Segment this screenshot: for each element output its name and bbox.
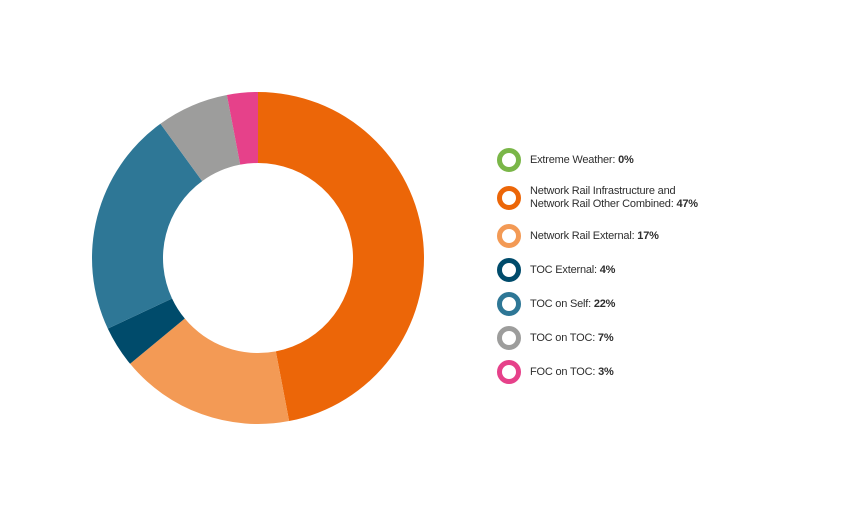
legend-item-network-rail-infrastructure: Network Rail Infrastructure and Network R… (497, 177, 817, 219)
donut-slice-toc-on-self (92, 123, 203, 329)
legend-item-network-rail-external: Network Rail External: 17% (497, 219, 817, 253)
legend-swatch-toc-on-self (497, 292, 521, 316)
donut-slice-toc-external (107, 298, 185, 364)
legend-item-toc-external: TOC External: 4% (497, 253, 817, 287)
legend-swatch-extreme-weather (497, 148, 521, 172)
legend-swatch-toc-on-toc (497, 326, 521, 350)
donut-slice-foc-on-toc (226, 92, 258, 165)
legend-swatch-network-rail-external (497, 224, 521, 248)
legend-label: TOC on Self: 22% (530, 297, 616, 310)
chart-legend: Extreme Weather: 0% Network Rail Infrast… (497, 143, 817, 389)
donut-slice-toc-on-toc (160, 94, 241, 182)
legend-label: Network Rail External: 17% (530, 229, 659, 242)
legend-swatch-foc-on-toc (497, 360, 521, 384)
legend-swatch-network-rail-infrastructure (497, 186, 521, 210)
legend-item-extreme-weather: Extreme Weather: 0% (497, 143, 817, 177)
legend-label: TOC on TOC: 7% (530, 331, 614, 344)
legend-item-foc-on-toc: FOC on TOC: 3% (497, 355, 817, 389)
donut-slice-network-rail-external (130, 318, 290, 424)
donut-slice-network-rail-infrastructure-and-network-rail-other-combined (258, 92, 424, 422)
legend-label: Network Rail Infrastructure and Network R… (530, 185, 698, 210)
legend-label: TOC External: 4% (530, 263, 616, 276)
legend-item-toc-on-toc: TOC on TOC: 7% (497, 321, 817, 355)
legend-label: FOC on TOC: 3% (530, 365, 614, 378)
legend-swatch-toc-external (497, 258, 521, 282)
legend-item-toc-on-self: TOC on Self: 22% (497, 287, 817, 321)
legend-label: Extreme Weather: 0% (530, 153, 634, 166)
